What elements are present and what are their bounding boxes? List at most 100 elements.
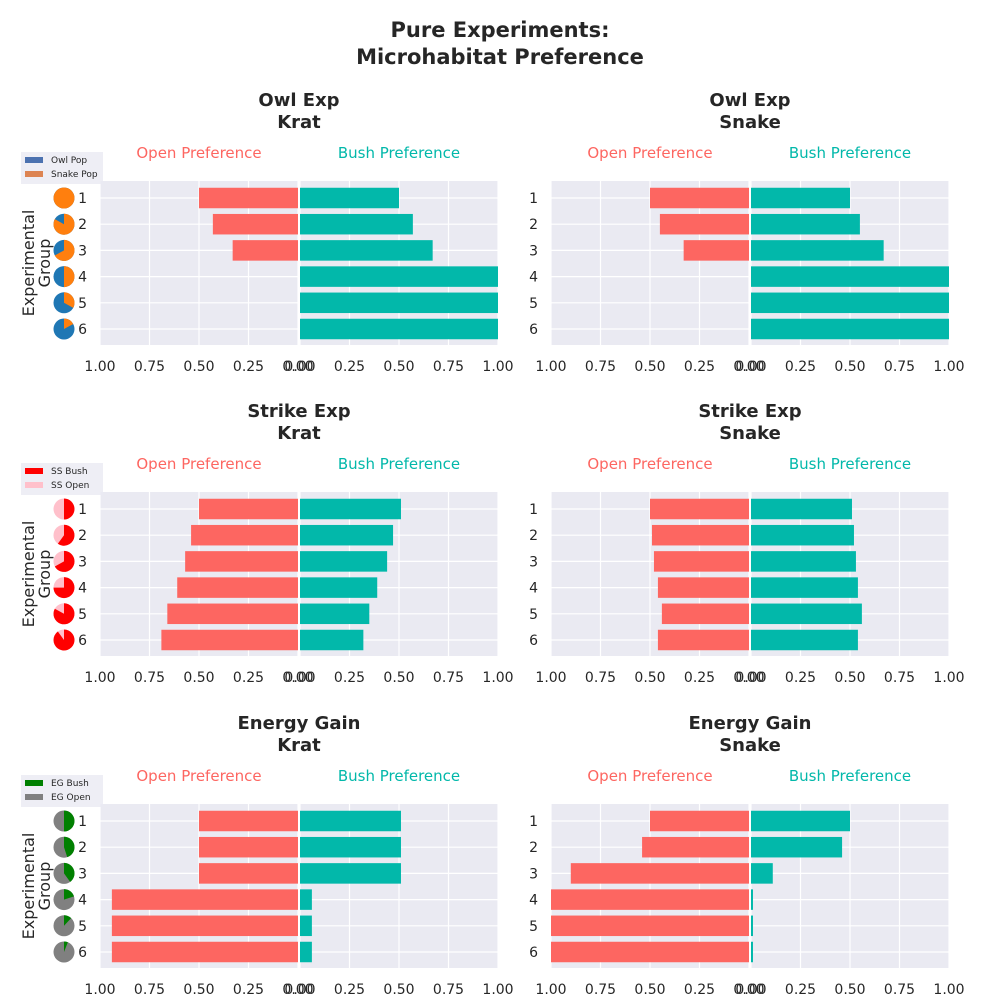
bar-open-4 — [111, 889, 298, 910]
bar-bush-4 — [751, 889, 753, 910]
x-tick-label: 0.00 — [735, 670, 766, 686]
x-tick-label: 0.00 — [735, 359, 766, 375]
x-tick-label: 0.50 — [634, 670, 665, 686]
x-tick-label: 0.75 — [884, 670, 915, 686]
pie-slice-1 — [64, 498, 75, 520]
bar-open-6 — [111, 941, 298, 963]
x-tick-label: 0.00 — [733, 982, 764, 998]
x-tick-label: 1.00 — [933, 670, 964, 686]
x-tick-label: 0.75 — [433, 359, 464, 375]
legend-swatch — [25, 780, 43, 786]
y-tick-label: 2 — [529, 217, 538, 233]
legend-label: EG Bush — [51, 779, 89, 789]
x-tick-label: 0.00 — [284, 982, 315, 998]
legend-label: SS Bush — [51, 467, 88, 477]
x-tick-label: 0.50 — [383, 982, 414, 998]
x-tick-label: 0.25 — [334, 359, 365, 375]
y-tick-label: 2 — [78, 840, 87, 856]
bar-bush-4 — [300, 577, 378, 598]
x-tick-label: 1.00 — [933, 982, 964, 998]
bar-open-4 — [177, 577, 298, 598]
x-tick-label: 0.75 — [134, 359, 165, 375]
bar-bush-1 — [751, 810, 850, 832]
panel-subtitle: Krat — [277, 735, 321, 756]
pie-slice-5 — [64, 915, 72, 926]
panel-title: Strike Exp — [698, 401, 801, 422]
bar-bush-4 — [300, 889, 312, 910]
x-tick-label: 1.00 — [535, 670, 566, 686]
y-tick-label: 3 — [78, 554, 87, 570]
bar-open-3 — [185, 551, 298, 572]
x-tick-label: 1.00 — [84, 359, 115, 375]
y-tick-label: 4 — [78, 581, 87, 597]
y-tick-label: 4 — [529, 581, 538, 597]
y-tick-label: 1 — [529, 191, 538, 207]
panel-title: Energy Gain — [689, 713, 812, 734]
bar-open-2 — [199, 836, 298, 858]
open-preference-label: Open Preference — [136, 455, 261, 473]
bar-open-1 — [650, 810, 749, 832]
y-tick-label: 6 — [78, 945, 87, 961]
x-tick-label: 0.50 — [834, 670, 865, 686]
pie-slice-6 — [64, 941, 68, 952]
bar-open-6 — [551, 941, 749, 963]
bar-bush-4 — [751, 577, 858, 598]
x-tick-label: 0.25 — [785, 359, 816, 375]
x-tick-label: 0.50 — [634, 982, 665, 998]
bar-bush-3 — [751, 240, 884, 261]
bar-open-2 — [659, 213, 749, 235]
x-tick-label: 0.00 — [735, 982, 766, 998]
y-tick-label: 4 — [78, 270, 87, 286]
x-tick-label: 0.00 — [733, 359, 764, 375]
x-tick-label: 1.00 — [482, 359, 513, 375]
pie-slice-4 — [64, 889, 74, 900]
bar-open-1 — [650, 187, 749, 209]
pie-slice-3 — [54, 239, 75, 261]
bar-bush-6 — [300, 629, 364, 651]
x-tick-label: 0.75 — [134, 670, 165, 686]
panel-subtitle: Snake — [719, 423, 781, 444]
x-tick-label: 0.25 — [233, 982, 264, 998]
x-tick-label: 0.75 — [884, 982, 915, 998]
y-tick-label: 6 — [78, 633, 87, 649]
x-tick-label: 1.00 — [535, 982, 566, 998]
pie-slice-2 — [57, 524, 75, 546]
x-tick-label: 0.25 — [785, 982, 816, 998]
bar-bush-4 — [751, 266, 949, 287]
bar-open-5 — [661, 603, 749, 625]
legend-swatch — [25, 794, 43, 800]
bar-open-1 — [650, 498, 749, 520]
bar-open-3 — [653, 551, 749, 572]
x-tick-label: 0.75 — [585, 982, 616, 998]
legend-label: Snake Pop — [51, 170, 98, 180]
x-tick-label: 0.25 — [334, 982, 365, 998]
pie-slice-4 — [64, 266, 75, 288]
y-tick-label: 3 — [529, 243, 538, 259]
panel-title: Strike Exp — [247, 401, 350, 422]
bar-open-3 — [570, 863, 749, 884]
bar-bush-6 — [300, 318, 498, 340]
pie-slice-1 — [64, 810, 75, 832]
x-tick-label: 0.50 — [183, 359, 214, 375]
open-preference-label: Open Preference — [136, 144, 261, 162]
bar-open-3 — [232, 240, 298, 261]
y-tick-label: 5 — [529, 607, 538, 623]
bar-bush-6 — [751, 629, 858, 651]
panel-title: Energy Gain — [238, 713, 361, 734]
bush-preference-label: Bush Preference — [789, 455, 911, 473]
y-tick-label: 1 — [78, 191, 87, 207]
bush-preference-label: Bush Preference — [338, 455, 460, 473]
y-axis-label-line1: Experimental — [19, 210, 38, 317]
y-axis-label-line1: Experimental — [19, 833, 38, 940]
bar-open-1 — [199, 498, 298, 520]
x-tick-label: 1.00 — [535, 359, 566, 375]
pie-slice-4 — [53, 577, 75, 599]
y-tick-label: 5 — [78, 919, 87, 935]
x-tick-label: 0.00 — [282, 359, 313, 375]
y-tick-label: 4 — [529, 893, 538, 909]
bar-open-1 — [199, 810, 298, 832]
bar-open-3 — [683, 240, 749, 261]
panel-title: Owl Exp — [709, 90, 790, 111]
